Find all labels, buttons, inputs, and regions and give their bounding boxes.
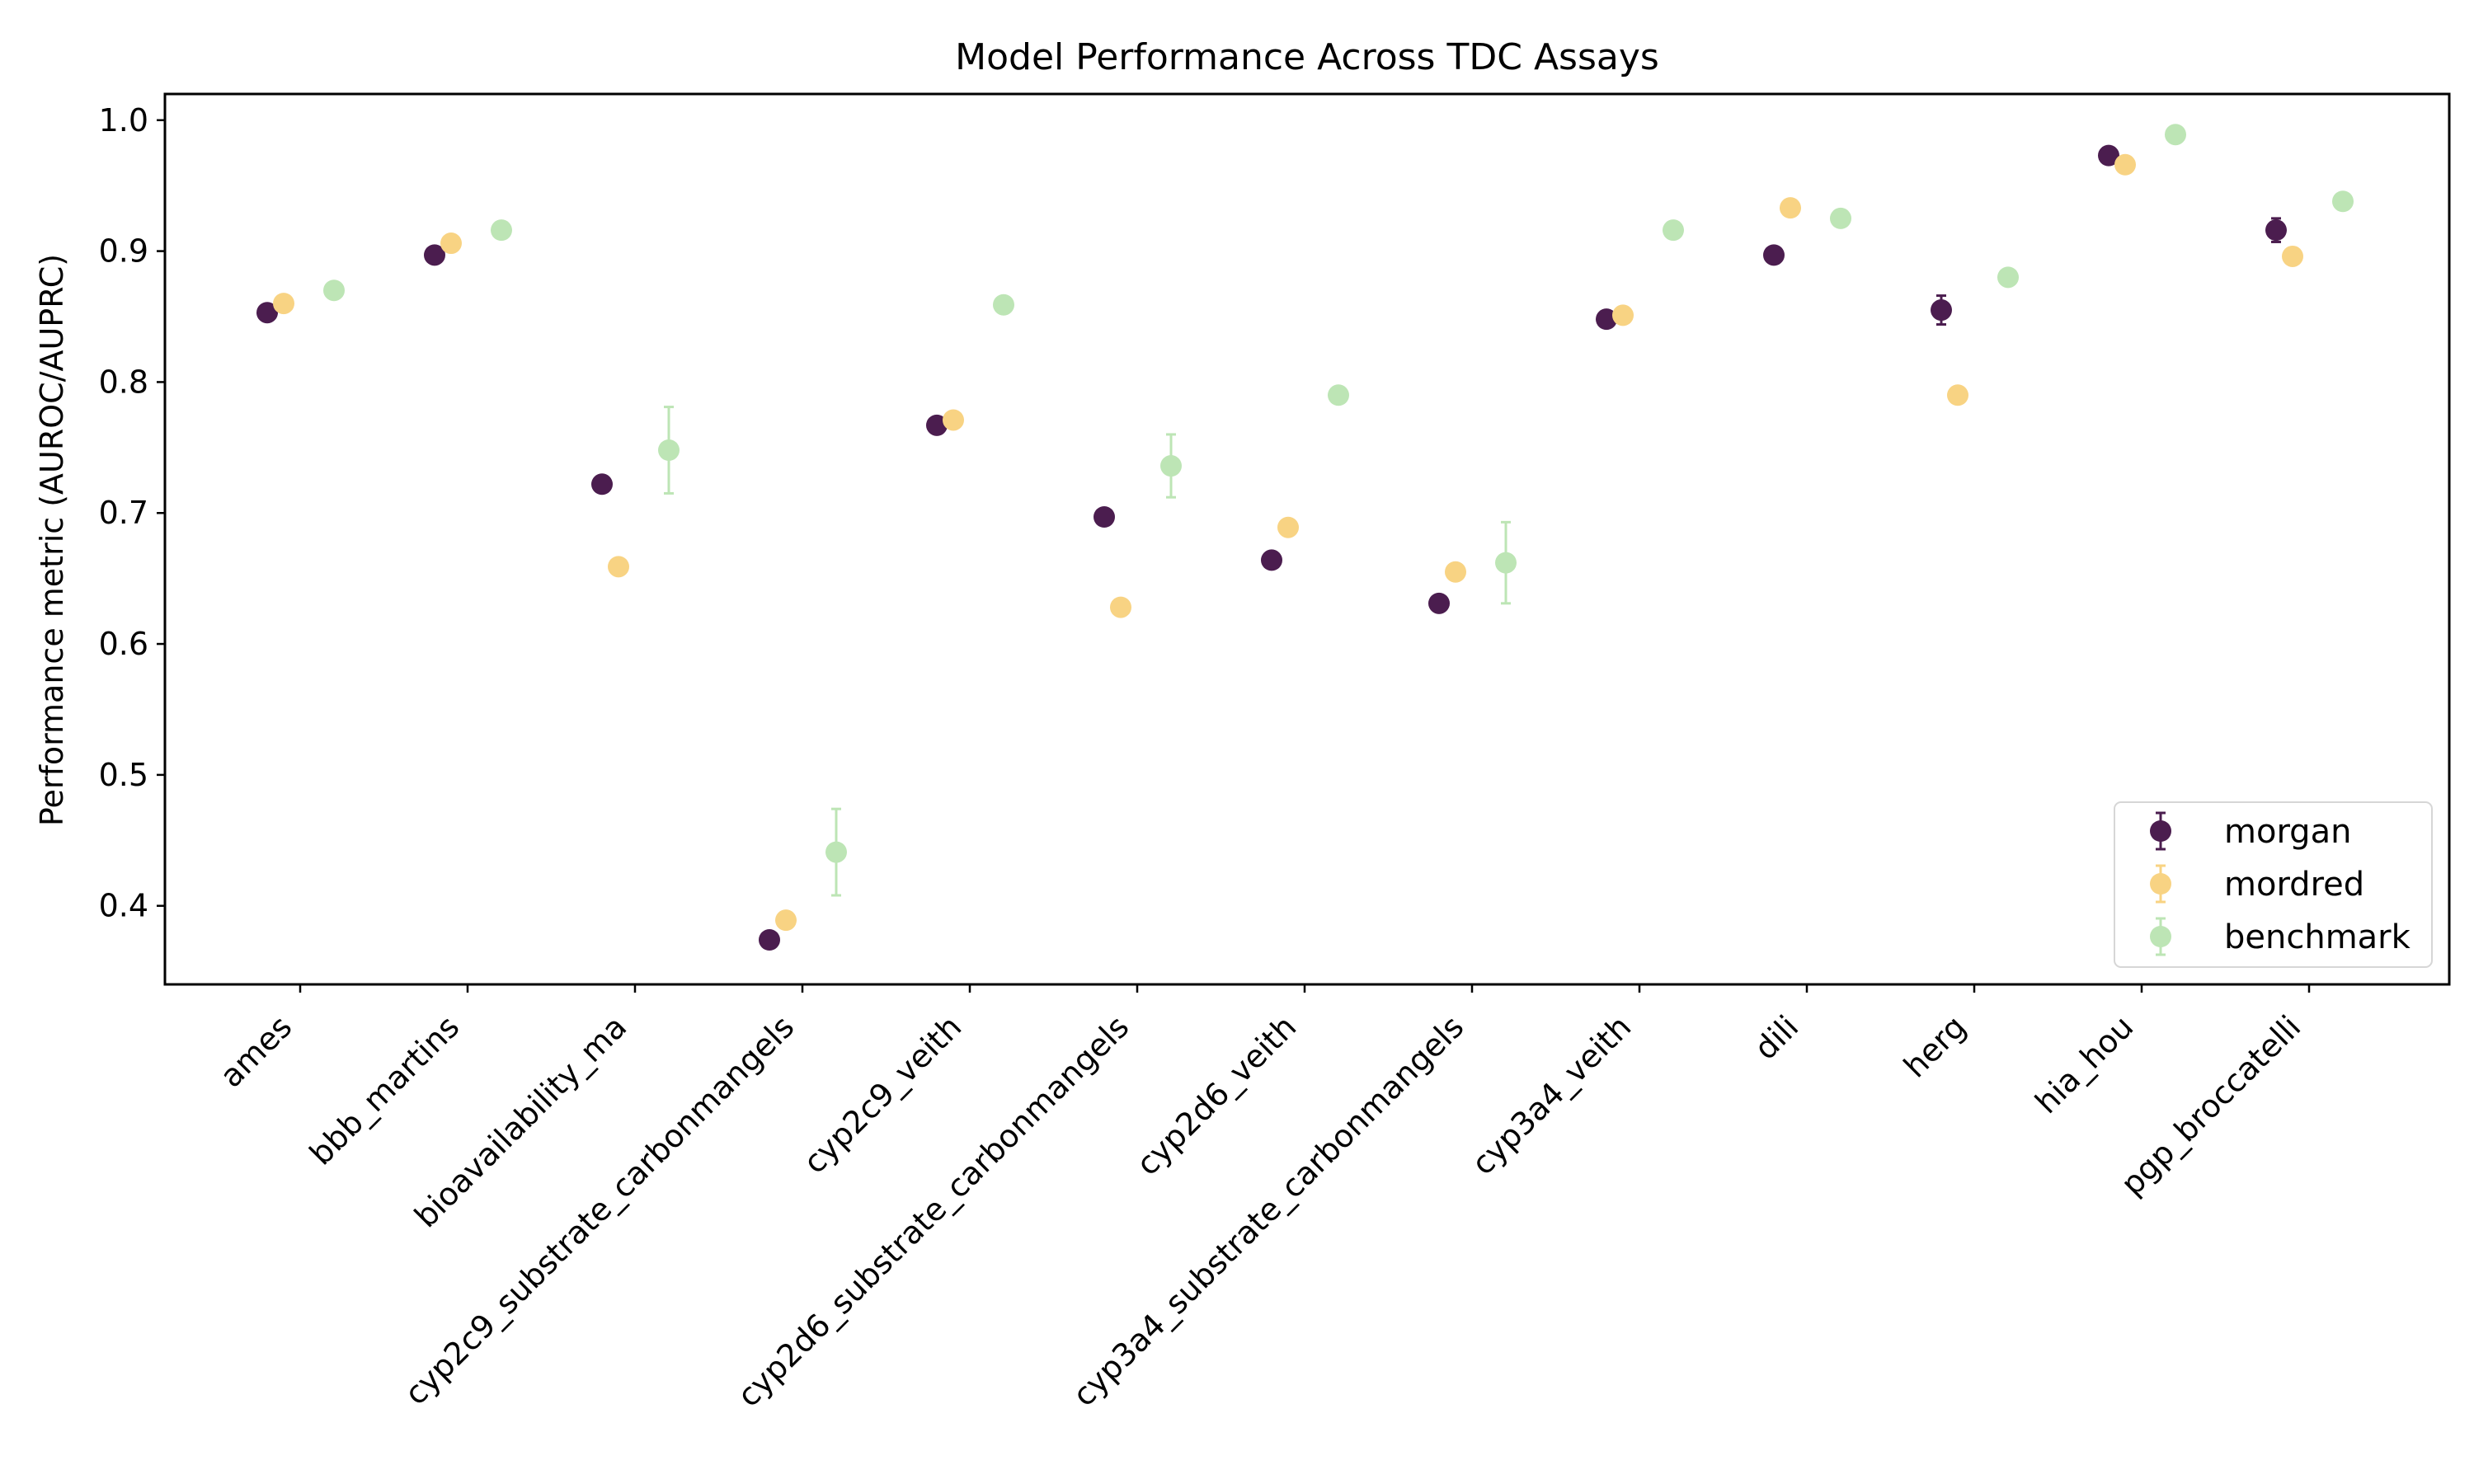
data-point-mordred	[775, 909, 797, 932]
data-point-benchmark	[1328, 384, 1349, 406]
plot-frame	[163, 92, 2451, 986]
data-point-morgan	[926, 414, 948, 436]
data-point-morgan	[256, 302, 278, 324]
data-point-benchmark	[2165, 124, 2186, 146]
legend-label-morgan: morgan	[2224, 813, 2351, 851]
plot-layer	[163, 92, 2451, 986]
data-point-benchmark	[1830, 207, 1851, 229]
legend-marker-benchmark	[2150, 926, 2171, 947]
data-point-morgan	[1596, 308, 1617, 331]
data-point-mordred	[1277, 516, 1299, 538]
y-tick-label: 1.0	[99, 102, 148, 139]
y-axis-label: Performance metric (AUROC/AUPRC)	[34, 254, 70, 826]
legend-label-mordred: mordred	[2224, 866, 2364, 904]
data-point-morgan	[1261, 549, 1282, 571]
data-point-benchmark	[825, 841, 847, 863]
data-point-benchmark	[323, 279, 345, 302]
data-point-benchmark	[491, 219, 512, 242]
data-point-morgan	[2098, 144, 2119, 167]
data-point-benchmark	[1495, 552, 1517, 574]
y-tick-label: 0.7	[99, 495, 148, 531]
x-tick-label: ames	[213, 1008, 299, 1094]
data-point-morgan	[1763, 244, 1785, 266]
x-tick-label: bbb_martins	[303, 1008, 466, 1172]
y-tick-label: 0.4	[99, 888, 148, 924]
data-point-mordred	[273, 293, 294, 315]
data-point-mordred	[1612, 304, 1634, 326]
data-point-mordred	[2114, 153, 2136, 176]
y-tick-label: 0.6	[99, 626, 148, 662]
y-tick-label: 0.5	[99, 757, 148, 793]
data-point-mordred	[608, 556, 629, 578]
data-point-mordred	[1780, 197, 1801, 219]
chart-title: Model Performance Across TDC Assays	[955, 36, 1659, 78]
data-point-morgan	[2265, 219, 2287, 242]
data-point-morgan	[1094, 506, 1115, 528]
legend: morgan mordred benchmark	[2114, 801, 2433, 968]
data-point-mordred	[2282, 245, 2303, 267]
x-tick-label: cyp2c9_veith	[797, 1008, 969, 1181]
data-point-benchmark	[1160, 455, 1182, 477]
data-point-benchmark	[658, 439, 680, 461]
y-tick-label: 0.8	[99, 364, 148, 400]
data-point-benchmark	[2332, 190, 2354, 213]
legend-label-benchmark: benchmark	[2224, 918, 2411, 956]
x-tick-label: dili	[1747, 1008, 1806, 1067]
data-point-benchmark	[993, 294, 1014, 316]
legend-marker-morgan	[2150, 820, 2171, 842]
x-tick-label: cyp2c9_substrate_carbonmangels	[397, 1008, 801, 1411]
data-point-mordred	[1110, 596, 1131, 618]
x-axis: ames bbb_martinsbioavailability_macyp2c9_…	[213, 984, 2311, 1414]
data-point-mordred	[440, 232, 462, 255]
data-point-morgan	[424, 244, 445, 266]
data-point-benchmark	[1997, 266, 2019, 289]
data-point-mordred	[1947, 384, 1968, 406]
y-tick-label: 0.9	[99, 233, 148, 270]
legend-marker-mordred	[2150, 873, 2171, 895]
data-point-morgan	[1428, 592, 1450, 614]
data-point-mordred	[943, 409, 964, 431]
legend-box	[2114, 801, 2433, 968]
data-point-morgan	[1931, 299, 1952, 322]
x-tick-label: hia_hou	[2028, 1008, 2140, 1120]
x-tick-label: pgp_broccatelli	[2114, 1008, 2307, 1202]
data-point-morgan	[759, 929, 780, 951]
x-tick-label: cyp2d6_veith	[1129, 1008, 1303, 1182]
x-tick-label: herg	[1897, 1008, 1973, 1084]
y-axis: 0.4 0.5 0.6 0.7 0.8 0.9 1.0	[99, 102, 165, 924]
x-tick-label: cyp3a4_veith	[1465, 1008, 1638, 1181]
data-point-benchmark	[1663, 219, 1684, 242]
data-point-mordred	[1445, 561, 1466, 583]
data-point-morgan	[591, 473, 613, 495]
